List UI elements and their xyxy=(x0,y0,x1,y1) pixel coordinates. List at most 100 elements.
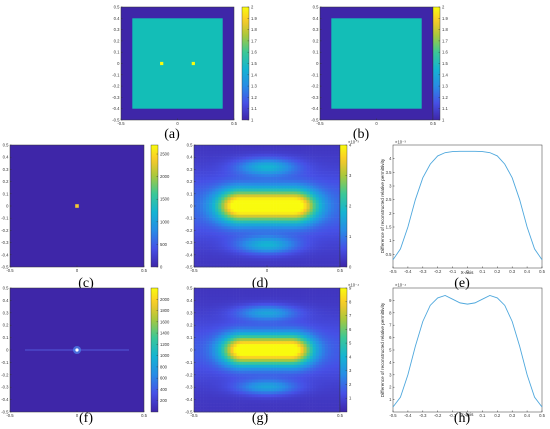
y-tick-label: 0.4 xyxy=(313,16,319,21)
colorbar-tick-label: 2 xyxy=(442,5,445,10)
x-tick-label: 0 xyxy=(266,413,269,418)
colorbar-tick-label: 2000 xyxy=(160,297,170,302)
y-tick-label: 0.1 xyxy=(3,191,9,196)
y-tick-label: 5 xyxy=(389,348,392,353)
y-tick-label: 0.2 xyxy=(114,38,120,43)
x-tick-label: 0.5 xyxy=(231,121,237,126)
panel-b: 0.5 0.4 0.3 0.2 0.1 0 -0.1 -0.2 -0.3 -0.4 -0.5-0.5… xyxy=(311,5,448,143)
colorbar-tick-label: 1.3 xyxy=(442,84,448,89)
y-tick-label: 0.3 xyxy=(3,310,9,315)
colorbar-tick-label: 1.3 xyxy=(251,84,257,89)
panel-c: 0.5 0.4 0.3 0.2 0.1 0 -0.1 -0.2 -0.3 -0.4 -0.5-0.5… xyxy=(1,143,170,292)
x-tick-label: -0.1 xyxy=(449,413,457,418)
x-tick-label: 0.5 xyxy=(539,413,545,418)
colorbar-tick-label: 2 xyxy=(251,5,254,10)
y-tick-label: 0.4 xyxy=(187,298,193,303)
colorbar-tick-label: 1.4 xyxy=(442,72,448,77)
y-tick-label: -0.4 xyxy=(185,252,193,257)
y-tick-label: 0.2 xyxy=(313,38,319,43)
colorbar-tick-label: 1400 xyxy=(160,331,170,336)
colorbar-tick-label: 1 xyxy=(442,118,445,123)
plot-frame xyxy=(392,287,543,413)
y-tick-label: 0.1 xyxy=(3,335,9,340)
x-tick-label: 0.1 xyxy=(479,413,485,418)
y-tick-label: 0.1 xyxy=(313,50,319,55)
y-tick-label: 1 xyxy=(389,238,392,243)
colorbar-tick-label: 600 xyxy=(160,376,168,381)
colorbar-tick-label: 1200 xyxy=(160,342,170,347)
x-tick-label: -0.2 xyxy=(434,413,442,418)
point-defect xyxy=(191,61,195,66)
colorbar-tick-label: 2 xyxy=(349,204,352,209)
heatmap-cells xyxy=(194,288,341,413)
y-tick-label: 0.2 xyxy=(3,323,9,328)
colorbar-tick-label: 1 xyxy=(349,396,352,401)
colorbar-tick-label: 1 xyxy=(251,118,254,123)
colorbar-tick-label: 1 xyxy=(349,234,352,239)
y-tick-label: 0.3 xyxy=(313,27,319,32)
y-tick-label: -0.1 xyxy=(311,72,319,77)
y-tick-label: 0 xyxy=(316,61,319,66)
panel-f: 0.5 0.4 0.3 0.2 0.1 0 -0.1 -0.2 -0.3 -0.4 -0.5-0.5… xyxy=(1,286,170,427)
colorbar-tick-label: 2 xyxy=(349,382,352,387)
x-axis-label: X-axis xyxy=(461,412,474,417)
x-tick-label: 0 xyxy=(76,268,79,273)
panel-a: 0.5 0.4 0.3 0.2 0.1 0 -0.1 -0.2 -0.3 -0.4 -0.5-0.5… xyxy=(112,5,257,143)
colorbar-tick-label: 400 xyxy=(160,387,168,392)
panel-e: -0.5 -0.4 -0.3 -0.2 -0.1 0 0.1 0.2 0.3 0.4 0.5 4 3.5… xyxy=(380,140,546,292)
y-tick-label: -0.3 xyxy=(185,240,193,245)
panel-label: (a) xyxy=(164,127,180,142)
colorbar-tick-label: 8 xyxy=(349,299,352,304)
y-tick-label: 0.5 xyxy=(313,5,319,10)
colorbar-exponent: ×10⁻³ xyxy=(348,140,359,145)
y-tick-label: 0.2 xyxy=(187,323,193,328)
y-tick-label: 0 xyxy=(190,204,193,209)
point-defect xyxy=(160,61,164,66)
x-tick-label: 0.4 xyxy=(524,269,530,274)
square-inclusion xyxy=(132,18,223,109)
colorbar-tick-label: 0 xyxy=(160,265,163,270)
y-tick-label: -0.5 xyxy=(112,118,120,123)
colorbar-tick-label: 7 xyxy=(349,313,352,318)
y-tick-label: 0.5 xyxy=(3,286,9,291)
x-tick-label: 0.4 xyxy=(524,413,530,418)
colorbar-tick-label: 1.1 xyxy=(442,106,448,111)
colorbar-tick-label: 1.8 xyxy=(442,27,448,32)
y-exponent: ×10⁻⁴ xyxy=(395,283,406,288)
series-line xyxy=(392,150,543,261)
y-tick-label: -0.2 xyxy=(112,84,120,89)
y-tick-label: 0 xyxy=(6,204,9,209)
colorbar-tick-label: 2500 xyxy=(160,152,170,157)
panel-label: (f) xyxy=(79,411,93,426)
x-tick-label: -0.5 xyxy=(6,268,14,273)
y-tick-label: 1 xyxy=(389,397,392,402)
y-tick-label: 0.2 xyxy=(187,179,193,184)
colorbar-tick-label: 1.6 xyxy=(442,50,448,55)
x-tick-label: -0.5 xyxy=(6,413,14,418)
colorbar-tick-label: 1800 xyxy=(160,308,170,313)
y-tick-label: 0.4 xyxy=(114,16,120,21)
colorbar-tick-label: 1.8 xyxy=(251,27,257,32)
colorbar-tick-label: 5 xyxy=(349,341,352,346)
y-tick-label: 0.4 xyxy=(3,155,9,160)
colorbar-tick-label: 500 xyxy=(160,242,168,247)
x-tick-label: 0.5 xyxy=(430,121,436,126)
y-tick-label: 3.5 xyxy=(386,170,392,175)
colorbar-tick-label: 4 xyxy=(349,143,352,148)
colorbar-tick-label: 1.5 xyxy=(251,61,257,66)
y-tick-label: 0.1 xyxy=(114,50,120,55)
y-tick-label: 0 xyxy=(190,348,193,353)
y-tick-label: 4 xyxy=(389,156,392,161)
colorbar-tick-label: 3 xyxy=(349,173,352,178)
x-tick-label: 0 xyxy=(375,121,378,126)
y-tick-label: -0.4 xyxy=(185,397,193,402)
y-tick-label: -0.2 xyxy=(311,84,319,89)
y-tick-label: 0.5 xyxy=(187,143,193,148)
x-tick-label: 0.5 xyxy=(141,413,147,418)
colorbar xyxy=(339,287,348,413)
panel-h: -0.5 -0.4 -0.3 -0.2 -0.1 0 0.1 0.2 0.3 0.4 0.5 9 8 7 6… xyxy=(380,283,546,427)
colorbar-tick-label: 1.6 xyxy=(251,50,257,55)
x-tick-label: 0.3 xyxy=(509,269,515,274)
x-axis-label: X-axis xyxy=(461,270,474,275)
colorbar-tick-label: 1.7 xyxy=(442,38,448,43)
